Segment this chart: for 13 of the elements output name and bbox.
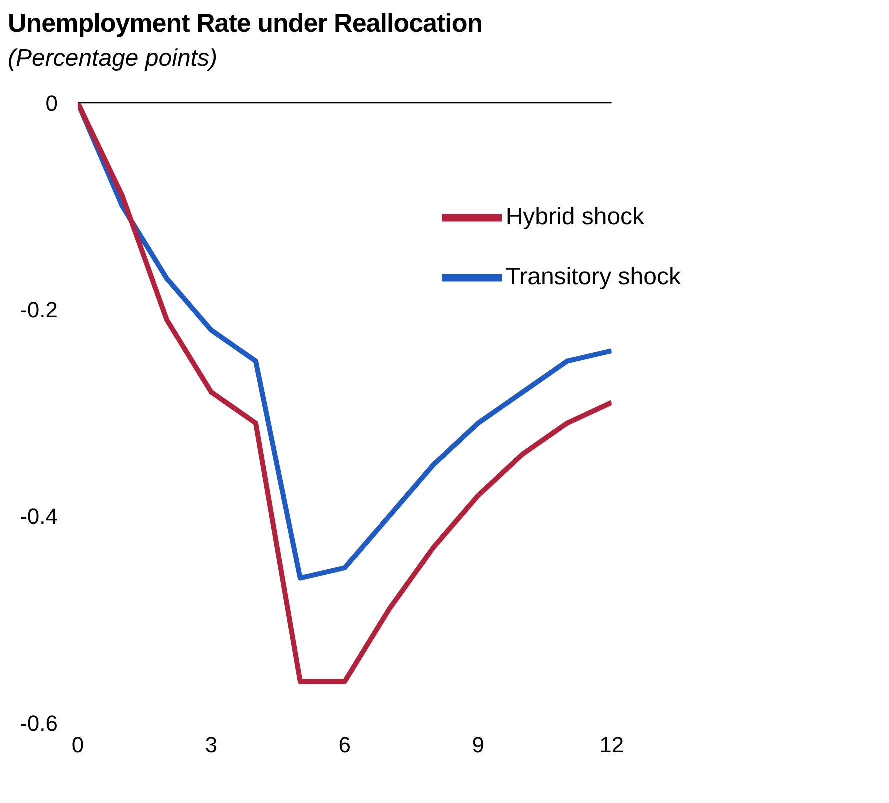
chart-subtitle: (Percentage points) bbox=[8, 45, 218, 73]
y-tick-label: 0 bbox=[46, 90, 58, 116]
x-tick-label: 6 bbox=[338, 732, 352, 758]
y-tick-label: -0.2 bbox=[20, 297, 58, 322]
y-tick-label: -0.6 bbox=[20, 710, 58, 736]
x-tick-label: 0 bbox=[72, 732, 84, 758]
legend-label: Hybrid shock bbox=[506, 203, 645, 230]
y-tick-label: -0.4 bbox=[20, 504, 58, 530]
legend-label: Transitory shock bbox=[506, 263, 681, 290]
x-tick-label: 12 bbox=[600, 732, 624, 758]
x-tick-label: 3 bbox=[205, 732, 218, 758]
x-tick-label: 9 bbox=[472, 732, 484, 758]
chart-title: Unemployment Rate under Reallocation bbox=[8, 8, 484, 39]
